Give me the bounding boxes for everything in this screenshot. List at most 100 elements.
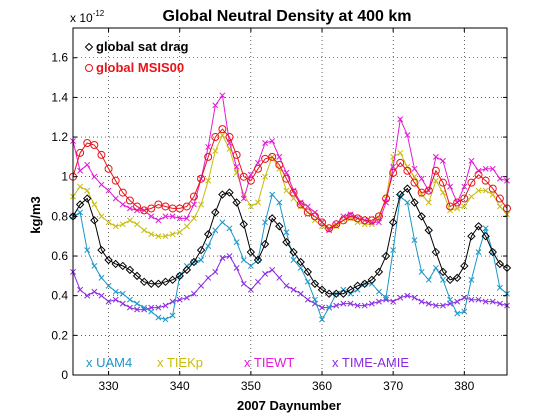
legend-label: x TIEKp xyxy=(157,355,203,370)
data-point xyxy=(83,139,92,148)
data-point xyxy=(276,199,283,206)
series-line-global-sat-drag xyxy=(72,187,508,295)
data-point xyxy=(354,302,361,309)
data-point xyxy=(147,279,156,288)
data-point xyxy=(233,239,240,246)
data-point xyxy=(91,173,98,180)
data-point xyxy=(496,300,503,307)
data-point xyxy=(283,229,290,236)
legend-marker xyxy=(84,42,94,52)
data-point xyxy=(495,259,505,269)
y-tick-label: 1.4 xyxy=(51,90,68,104)
data-point xyxy=(296,200,305,209)
data-point xyxy=(381,251,391,261)
data-point xyxy=(297,264,304,271)
series-global-msis00 xyxy=(69,125,511,233)
data-point xyxy=(319,316,325,323)
data-point xyxy=(218,190,227,199)
data-point xyxy=(454,298,461,305)
data-point xyxy=(176,296,183,303)
y-ticks: 0 0.2 0.4 0.6 0.8 1 1.2 1.4 1.6 xyxy=(51,51,507,382)
series-global-sat-drag xyxy=(68,184,512,298)
data-point xyxy=(488,247,497,257)
data-point xyxy=(211,208,220,217)
data-point xyxy=(212,102,219,109)
data-point xyxy=(205,274,212,281)
data-point xyxy=(155,304,162,311)
data-point xyxy=(126,296,133,303)
data-point xyxy=(141,306,148,313)
data-point xyxy=(162,213,169,220)
data-point xyxy=(111,259,120,269)
chart-title: Global Neutral Density at 400 km xyxy=(163,8,412,25)
data-point xyxy=(353,214,362,223)
data-point xyxy=(290,195,297,202)
data-point xyxy=(397,149,404,156)
data-point xyxy=(246,176,255,185)
data-point xyxy=(390,247,397,254)
data-point xyxy=(461,183,468,190)
data-point xyxy=(318,218,327,227)
data-point xyxy=(303,208,312,217)
data-point xyxy=(189,192,198,201)
data-point xyxy=(431,247,441,257)
data-point xyxy=(460,194,469,203)
data-point xyxy=(304,278,311,285)
legend-marker xyxy=(85,64,93,72)
grid xyxy=(73,28,507,375)
data-point xyxy=(397,294,404,301)
data-point xyxy=(219,219,226,226)
data-point xyxy=(90,140,99,149)
data-point xyxy=(418,268,425,275)
data-point xyxy=(424,226,433,235)
data-point xyxy=(452,273,462,283)
data-point xyxy=(175,204,184,213)
data-point xyxy=(232,150,241,159)
data-point xyxy=(418,175,425,182)
data-point xyxy=(148,308,155,315)
legend-label: x TIME-AMIE xyxy=(332,355,409,370)
data-point xyxy=(375,219,382,226)
data-point xyxy=(283,282,290,289)
data-point xyxy=(397,116,404,123)
data-point xyxy=(105,298,112,305)
data-point xyxy=(125,196,134,205)
data-point xyxy=(474,170,483,179)
data-point xyxy=(77,209,84,216)
data-point xyxy=(261,154,270,163)
y-tick-label: 0.8 xyxy=(51,209,68,223)
data-point xyxy=(360,279,369,288)
data-point xyxy=(176,215,183,222)
data-point xyxy=(76,148,85,157)
data-point xyxy=(347,211,354,218)
data-point xyxy=(411,294,418,301)
data-point xyxy=(289,247,298,257)
data-point xyxy=(240,257,247,263)
data-point xyxy=(375,298,382,305)
data-point xyxy=(75,200,85,209)
data-point xyxy=(474,222,483,231)
data-point xyxy=(190,201,197,208)
data-point xyxy=(290,286,297,293)
data-point xyxy=(105,219,112,226)
data-point xyxy=(468,296,475,303)
data-point xyxy=(339,216,348,225)
data-point xyxy=(303,267,312,277)
data-point xyxy=(253,255,263,265)
data-point xyxy=(489,298,496,305)
data-point xyxy=(447,296,454,303)
data-point xyxy=(475,187,482,194)
data-point xyxy=(233,264,240,271)
y-tick-label: 0.4 xyxy=(51,289,68,303)
data-point xyxy=(475,249,482,256)
data-point xyxy=(140,206,149,215)
data-point xyxy=(482,187,489,194)
data-point xyxy=(182,265,192,275)
data-point xyxy=(383,296,390,303)
data-point xyxy=(246,247,256,257)
data-point xyxy=(148,231,155,238)
data-point xyxy=(326,304,333,311)
data-point xyxy=(347,300,354,307)
data-point xyxy=(454,310,461,317)
data-point xyxy=(260,239,270,249)
